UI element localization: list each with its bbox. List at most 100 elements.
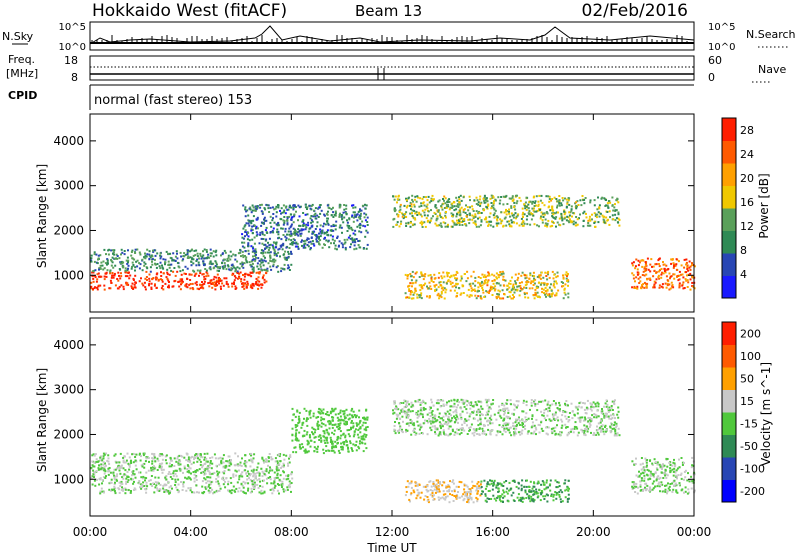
echo-cell [260,489,263,492]
echo-cell [203,477,206,480]
echo-cell [396,221,399,224]
echo-cell [106,459,109,462]
echo-cell [456,282,459,285]
echo-cell [326,431,329,434]
echo-cell [332,211,335,214]
echo-cell [540,421,543,424]
echo-cell [228,490,231,493]
echo-cell [314,431,316,434]
echo-cell [141,486,144,488]
echo-cell [416,195,419,198]
echo-cell [107,460,110,463]
echo-cell [455,223,458,226]
echo-cell [244,206,247,209]
echo-cell [567,220,570,223]
date-label: 02/Feb/2016 [582,1,688,21]
echo-cell [568,214,571,217]
echo-cell [147,469,150,472]
echo-cell [245,285,248,288]
echo-cell [509,279,512,282]
echo-cell [468,415,471,418]
echo-cell [359,431,362,434]
echo-cell [287,462,289,465]
echo-cell [421,285,423,288]
echo-cell [548,276,551,279]
echo-cell [273,471,276,474]
echo-cell [473,288,476,291]
echo-cell [392,225,395,228]
echo-cell [255,205,258,208]
echo-cell [358,421,361,424]
echo-cell [301,244,303,247]
echo-cell [336,425,339,428]
echo-cell [95,478,98,481]
echo-cell [331,442,334,445]
echo-cell [264,474,267,477]
echo-cell [178,266,181,269]
echo-cell [214,260,217,263]
echo-cell [134,252,137,254]
echo-cell [290,263,293,266]
echo-cell [496,277,498,280]
echo-cell [472,282,475,285]
echo-cell [533,201,536,204]
echo-cell [227,256,230,259]
echo-cell [398,198,401,201]
echo-cell [132,264,135,267]
echo-cell [538,194,541,197]
echo-cell [516,285,519,288]
echo-cell [187,476,190,479]
echo-cell [92,287,94,290]
echo-cell [277,230,280,233]
echo-cell [473,417,476,420]
echo-cell [292,232,295,235]
echo-cell [528,210,531,213]
echo-cell [207,470,210,473]
echo-cell [198,491,200,494]
echo-cell [148,284,150,287]
echo-cell [229,462,232,465]
echo-cell [573,427,576,430]
echo-cell [499,274,502,277]
echo-cell [92,473,95,476]
echo-cell [464,211,467,214]
echo-cell [302,224,305,227]
echo-cell [649,270,652,273]
echo-cell [138,471,140,474]
echo-cell [195,281,198,284]
echo-cell [222,483,225,486]
echo-cell [481,432,484,435]
echo-cell [311,232,314,235]
echo-cell [575,201,578,204]
echo-cell [124,492,127,495]
echo-cell [335,248,338,251]
echo-cell [442,415,445,418]
echo-cell [471,218,474,221]
echo-cell [281,248,284,251]
echo-cell [111,489,114,492]
echo-cell [93,479,96,482]
echo-cell [597,221,600,224]
echo-cell [545,419,547,422]
echo-cell [459,218,462,221]
echo-cell [346,219,348,222]
echo-cell [116,467,119,470]
echo-cell [349,234,352,237]
echo-cell [541,291,544,294]
echo-cell [333,239,336,242]
echo-cell [589,224,592,227]
echo-cell [113,488,116,491]
echo-cell [249,473,252,475]
echo-cell [290,471,293,474]
echo-cell [262,274,265,277]
echo-cell [124,267,127,270]
echo-cell [320,425,323,428]
echo-cell [332,229,335,232]
echo-cell [241,471,244,474]
echo-cell [353,244,356,247]
echo-cell [412,297,415,300]
echo-cell [270,488,273,491]
echo-cell [612,209,615,212]
echo-cell [257,462,260,465]
echo-cell [261,475,264,478]
